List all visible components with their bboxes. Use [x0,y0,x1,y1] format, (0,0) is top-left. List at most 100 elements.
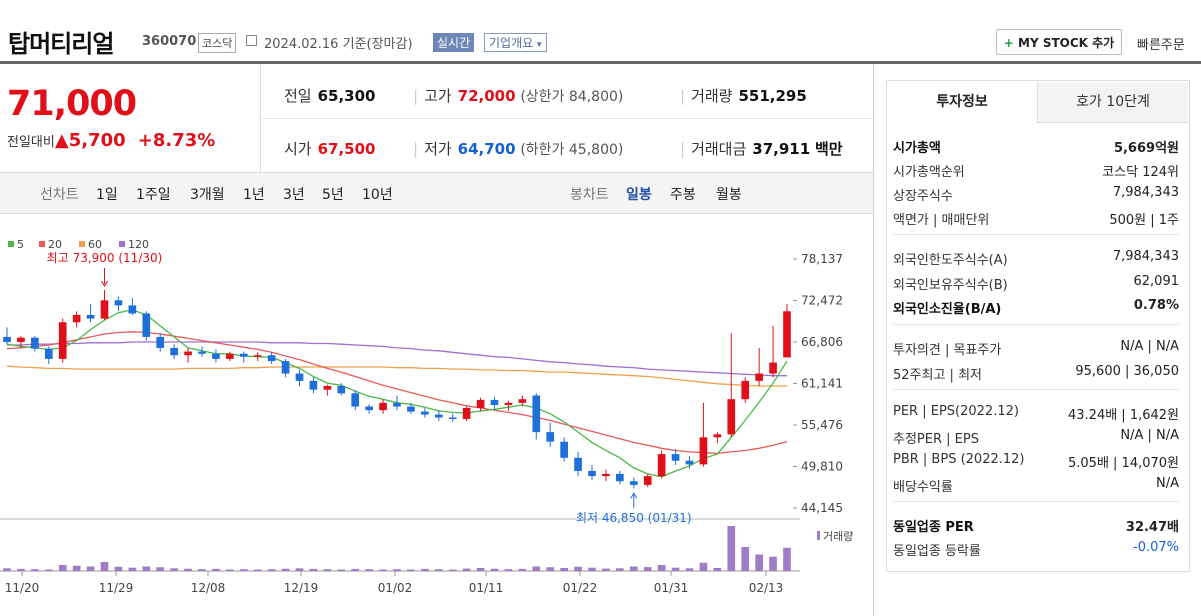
quick-order-button[interactable]: 빠른주문 [1137,38,1185,53]
invest-info-row: PER | EPS(2022.12) 43.24배 | 1,642원 [893,404,1179,423]
volume-bar [462,568,471,571]
volume-bar [755,554,763,571]
tab-invest-info[interactable]: 투자정보 [887,82,1038,122]
volume-bar [769,556,777,571]
y-tick-label: 44,145 [801,501,843,515]
realtime-button[interactable]: 실시간 [433,33,475,52]
my-stock-add-button[interactable]: + MY STOCK 추가 [996,29,1122,55]
invest-info-label: 외국인소진율(B/A) [893,302,1002,317]
volume-bar [616,568,624,571]
invest-info-value: 32.47배 [1125,520,1179,535]
invest-info-value: 7,984,343 [1112,185,1179,200]
candle-body [267,355,276,362]
candle-body [281,361,290,374]
candle-body [323,385,332,390]
volume-bar [490,568,499,571]
invest-info-label: 외국인한도주식수(A) [893,253,1008,268]
volume-bar [253,569,262,571]
volume-bar [588,567,596,571]
tab-1w[interactable]: 1주일 [136,187,171,203]
change-label: 전일대비 [7,135,55,150]
divider [887,122,1037,123]
candlestick-chart[interactable]: 78,137 72,472 66,806 61,141 55,476 49,810 44,1… [0,214,873,616]
volume-bar [560,568,568,571]
low-label: 저가 [424,140,452,158]
volume-bar [448,569,457,571]
candle-body [769,362,777,374]
volume-bar [100,562,109,571]
quote-date: 2024.02.16 기준(장마감) [264,33,413,52]
change-percent: +8.73% [137,130,216,151]
volume-bar [783,547,791,571]
high-annotation: 최고 73,900 (11/30) [47,251,163,265]
volume-bar [532,566,541,571]
chart-period-tabs [0,173,873,214]
invest-info-value: -0.07% [1133,540,1179,555]
volume-bar [114,566,123,571]
tab-10y[interactable]: 10년 [362,187,393,203]
candle-body [602,473,610,477]
tab-monthly[interactable]: 월봉 [716,187,742,203]
volume-bar [407,569,415,571]
panel-divider [873,64,874,616]
trade-value-cell: | 거래대금 37,911 백만 [680,140,843,158]
invest-info-value: N/A | N/A [1120,428,1179,443]
volume-bar [58,565,67,571]
invest-info-row: 배당수익률 N/A [893,476,1179,495]
volume-bar [86,566,95,571]
candle-body [31,337,39,349]
invest-info-row: 동일업종 PER 32.47배 [893,516,1179,535]
invest-info-value: 43.24배 | 1,642원 [1068,408,1179,423]
volume-bar [128,567,137,571]
stock-code: 360070 [142,34,197,49]
tab-1y[interactable]: 1년 [243,187,265,203]
invest-info-value: 500원 | 1주 [1109,213,1179,228]
candle-body [783,311,791,358]
prev-close-cell: 전일 65,300 [284,85,376,106]
candle-body [629,481,638,485]
invest-info-label: 52주최고 | 최저 [893,368,982,383]
candle-body [17,337,25,343]
tab-3y[interactable]: 3년 [283,187,305,203]
candle-body [657,454,666,477]
volume-bar [226,569,234,571]
volume-bar [504,569,513,571]
divider [893,324,1179,325]
legend-swatch [8,241,14,247]
invest-info-label: 배당수익률 [893,480,953,495]
date-basis: 기준(장마감) [342,37,413,52]
invest-info-value: N/A | N/A [1120,339,1179,354]
invest-info-row: 외국인소진율(B/A) 0.78% [893,298,1179,317]
market-badge: 코스닥 [198,33,237,53]
high-value: 72,000 [457,87,516,105]
candle-body [184,351,192,356]
volume-bar [434,569,443,571]
low-annotation: 최저 46,850 (01/31) [576,511,692,525]
company-overview-dropdown[interactable]: 기업개요 ▾ [484,33,547,52]
x-tick-label: 01/11 [469,581,504,595]
candle-body [337,385,346,394]
current-price: 71,000 [7,84,137,124]
volume-bar [184,568,192,571]
candle-body [560,441,568,458]
trade-value-label: 거래대금 [691,140,747,158]
tab-daily[interactable]: 일봉 [626,187,652,203]
candle-body [100,300,109,319]
tab-weekly[interactable]: 주봉 [670,187,696,203]
candle-body [755,373,763,381]
volume-bar [574,566,582,571]
y-tick-label: 72,472 [801,294,843,308]
my-stock-label: MY STOCK 추가 [1018,36,1115,50]
prev-close-label: 전일 [284,87,312,105]
tab-3m[interactable]: 3개월 [190,187,225,203]
upper-limit: (상한가 84,800) [520,89,624,105]
volume-bar [17,568,25,571]
tab-5y[interactable]: 5년 [322,187,344,203]
tab-1d[interactable]: 1일 [96,187,118,203]
volume-bar [685,568,694,571]
tab-order-book[interactable]: 호가 10단계 [1038,82,1188,123]
candle-body [448,417,457,419]
volume-bar [741,547,750,571]
ma20-line [6,331,788,455]
invest-info-row: 상장주식수 7,984,343 [893,185,1179,204]
